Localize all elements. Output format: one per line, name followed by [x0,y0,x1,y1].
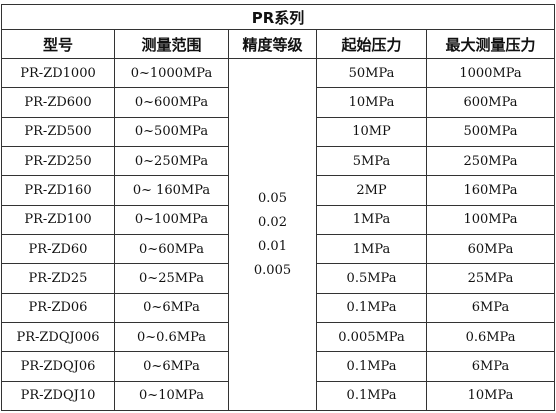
max-pressure-cell: 0.6MPa [425,321,556,353]
model-cell: PR-ZD60 [1,233,115,265]
accuracy-grade: 0.02 [258,214,287,230]
max-pressure-cell: 6MPa [425,292,556,323]
table-row: PR-ZD1000 0~1000MPa 0.05 0.02 0.01 0.005… [1,57,556,411]
table-row: PR-ZD160 0~ 160MPa 2MP 160MPa [1,175,556,206]
range-cell: 0~6MPa [114,292,229,323]
table-title: PR系列 [0,4,556,30]
model-cell: PR-ZD100 [1,204,115,235]
model-cell: PR-ZD250 [1,145,115,177]
max-pressure-cell: 500MPa [425,116,556,147]
start-pressure-cell: 10MP [316,116,427,147]
max-pressure-cell: 10MPa [425,380,556,412]
start-pressure-cell: 1MPa [316,204,427,235]
start-pressure-cell: 1MPa [316,233,427,265]
accuracy-grade: 0.005 [253,262,292,278]
model-cell: PR-ZD160 [1,175,115,206]
range-cell: 0~60MPa [114,233,229,265]
max-pressure-cell: 100MPa [425,204,556,235]
header-model: 型号 [1,29,115,59]
model-cell: PR-ZD500 [1,116,115,147]
accuracy-grade: 0.05 [258,190,287,206]
table-row: PR-ZD60 0~60MPa 1MPa 60MPa [1,233,556,265]
header-accuracy: 精度等级 [228,29,317,59]
range-cell: 0~10MPa [114,380,229,412]
max-pressure-cell: 600MPa [425,87,556,118]
table-row: PR-ZD600 0~600MPa 10MPa 600MPa [1,87,556,118]
start-pressure-cell: 5MPa [316,145,427,177]
start-pressure-cell: 2MP [316,175,427,206]
header-row: 型号 测量范围 精度等级 起始压力 最大测量压力 [1,29,556,59]
model-cell: PR-ZDQJ06 [1,351,115,382]
table-row: PR-ZD500 0~500MPa 10MP 500MPa [1,116,556,147]
range-cell: 0~500MPa [114,116,229,147]
header-range: 测量范围 [114,29,229,59]
max-pressure-cell: 160MPa [425,175,556,206]
range-cell: 0~ 160MPa [114,175,229,206]
range-cell: 0~0.6MPa [114,321,229,353]
range-cell: 0~100MPa [114,204,229,235]
start-pressure-cell: 10MPa [316,87,427,118]
model-cell: PR-ZD25 [1,263,115,294]
start-pressure-cell: 0.1MPa [316,380,427,412]
range-cell: 0~250MPa [114,145,229,177]
start-pressure-cell: 0.1MPa [316,292,427,323]
range-cell: 0~1000MPa [114,57,229,89]
max-pressure-cell: 6MPa [425,351,556,382]
max-pressure-cell: 250MPa [425,145,556,177]
model-cell: PR-ZD1000 [1,57,115,89]
accuracy-grade: 0.01 [258,238,287,254]
start-pressure-cell: 0.1MPa [316,351,427,382]
start-pressure-cell: 0.005MPa [316,321,427,353]
table-row: PR-ZDQJ10 0~10MPa 0.1MPa 10MPa [1,380,556,412]
header-max-pressure: 最大测量压力 [425,29,556,59]
start-pressure-cell: 0.5MPa [316,263,427,294]
range-cell: 0~25MPa [114,263,229,294]
model-cell: PR-ZDQJ006 [1,321,115,353]
title-row: PR系列 [0,4,556,30]
model-cell: PR-ZDQJ10 [1,380,115,412]
range-cell: 0~6MPa [114,351,229,382]
max-pressure-cell: 25MPa [425,263,556,294]
table-row: PR-ZD06 0~6MPa 0.1MPa 6MPa [1,292,556,323]
table-row: PR-ZD25 0~25MPa 0.5MPa 25MPa [1,263,556,294]
start-pressure-cell: 50MPa [316,57,427,89]
table-row: PR-ZDQJ006 0~0.6MPa 0.005MPa 0.6MPa [1,321,556,353]
pr-series-spec-table: PR系列 型号 测量范围 精度等级 起始压力 最大测量压力 PR-ZD1000 … [0,4,556,412]
table-row: PR-ZD250 0~250MPa 5MPa 250MPa [1,145,556,177]
max-pressure-cell: 60MPa [425,233,556,265]
header-start-pressure: 起始压力 [316,29,427,59]
max-pressure-cell: 1000MPa [425,57,556,89]
model-cell: PR-ZD06 [1,292,115,323]
table-row: PR-ZD100 0~100MPa 1MPa 100MPa [1,204,556,235]
model-cell: PR-ZD600 [1,87,115,118]
range-cell: 0~600MPa [114,87,229,118]
accuracy-grade-cell: 0.05 0.02 0.01 0.005 [228,58,317,411]
